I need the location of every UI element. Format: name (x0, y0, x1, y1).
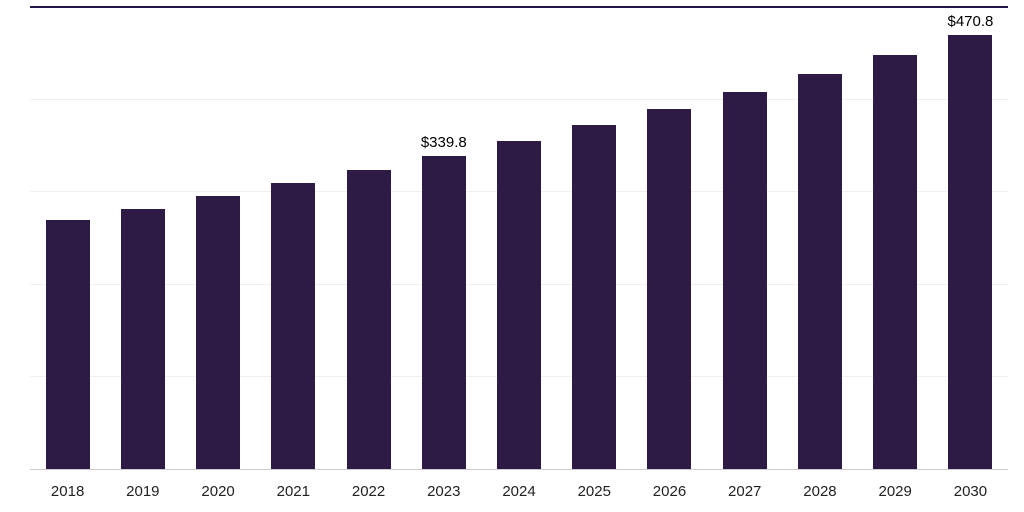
x-tick-label-2025: 2025 (577, 482, 611, 500)
bar-2023 (421, 155, 466, 469)
x-tick-label-2019: 2019 (126, 482, 160, 500)
bar-column-2018 (30, 8, 105, 469)
bar-column-2029 (858, 8, 933, 469)
bar-2026 (647, 108, 692, 469)
bar-2021 (271, 183, 316, 469)
x-tick-label-2029: 2029 (878, 482, 912, 500)
x-tick-label-2024: 2024 (502, 482, 536, 500)
x-tick-label-2022: 2022 (351, 482, 386, 500)
plot-area: $339.8 $470.8 (30, 6, 1008, 470)
x-tick-label-2023: 2023 (427, 482, 461, 500)
bar-column-2027 (707, 8, 782, 469)
x-tick-label-2028: 2028 (803, 482, 837, 500)
x-tick-label-2026: 2026 (652, 482, 687, 500)
bar-2027 (722, 91, 767, 469)
gridline (30, 99, 1008, 101)
bar-2024 (497, 140, 542, 469)
bar-column-2024 (481, 8, 556, 469)
bar-column-2028 (782, 8, 857, 469)
bar-2019 (120, 208, 165, 469)
bar-column-2022 (331, 8, 406, 469)
bar-column-2020 (180, 8, 255, 469)
bar-column-2021 (256, 8, 331, 469)
bar-column-2025 (557, 8, 632, 469)
bar-2030 (948, 34, 993, 469)
bar-2022 (346, 169, 391, 469)
bar-2028 (797, 73, 842, 469)
bar-column-2026 (632, 8, 707, 469)
x-tick-label-2020: 2020 (201, 482, 235, 500)
bar-column-2019 (105, 8, 180, 469)
bars-row: $339.8 $470.8 (30, 8, 1008, 469)
bar-2029 (873, 55, 918, 469)
x-axis: 2018 2019 2020 2021 2022 2023 2024 2025 2026 2027… (30, 470, 1008, 512)
bar-2018 (45, 219, 90, 469)
x-tick-label-2021: 2021 (276, 482, 310, 500)
bar-value-label-2030: $470.8 (947, 12, 994, 30)
bar-value-label-2023: $339.8 (420, 133, 467, 151)
bar-2020 (196, 196, 241, 469)
x-tick-label-2030: 2030 (953, 482, 988, 500)
bar-column-2023: $339.8 (406, 8, 481, 469)
x-tick-label-2018: 2018 (50, 482, 85, 500)
x-tick-label-2027: 2027 (728, 482, 762, 500)
bar-column-2030: $470.8 (933, 8, 1008, 469)
bar-2025 (572, 125, 617, 469)
